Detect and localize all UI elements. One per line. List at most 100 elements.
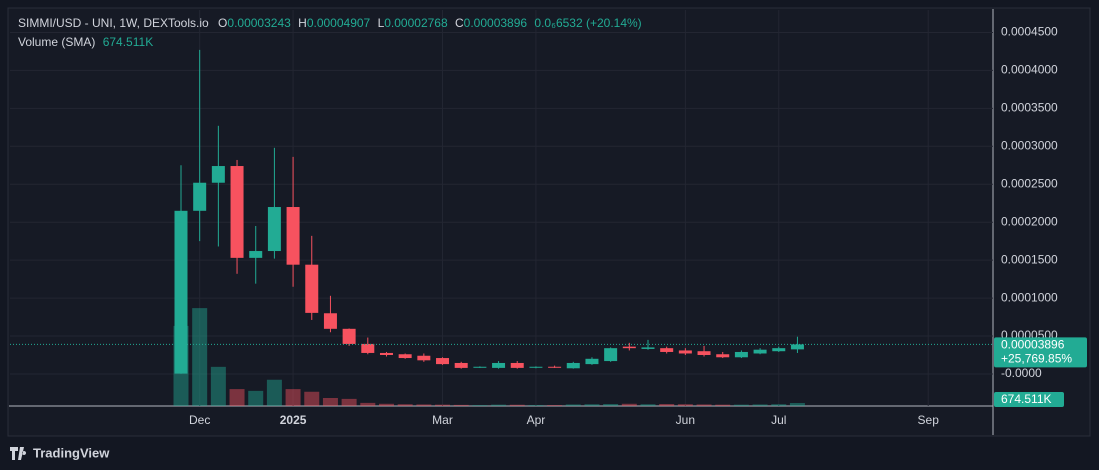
volume-bar — [266, 379, 282, 406]
x-tick-label: Apr — [527, 413, 546, 427]
candle-body — [473, 366, 487, 368]
low-letter: L — [378, 16, 385, 30]
candle-body — [622, 346, 636, 349]
volume-bar — [603, 403, 619, 406]
volume-bar — [715, 404, 731, 406]
axis-layer: Dec 2025 Mar Apr Jun Jul Sep-0.00000.00005000.… — [10, 25, 1087, 427]
candle-body — [492, 362, 506, 368]
x-tick-label: Jul — [771, 413, 786, 427]
candle-body — [342, 328, 356, 344]
open-letter: O — [218, 16, 227, 30]
candle-body — [566, 362, 580, 369]
candle-body — [249, 251, 263, 258]
candle-layer — [174, 49, 804, 374]
y-tick-label: 0.0003500 — [1001, 101, 1058, 115]
high-letter: H — [298, 16, 307, 30]
candle-body — [604, 348, 618, 362]
volume-bar — [752, 404, 768, 406]
symbol: SIMMI/USD - UNI, 1W, DEXTools.io — [18, 16, 209, 30]
candle-body — [678, 350, 692, 354]
legend: SIMMI/USD - UNI, 1W, DEXTools.io O0.0000… — [18, 16, 642, 30]
candle-body — [529, 366, 543, 368]
brand-name: TradingView — [33, 445, 110, 460]
volume-bar — [733, 404, 749, 406]
volume-bar — [192, 308, 208, 406]
volume-bar — [229, 389, 245, 406]
x-tick-label: Jun — [676, 413, 695, 427]
y-tick-label: 0.0001000 — [1001, 290, 1058, 304]
y-tick-label: 0.0004000 — [1001, 63, 1058, 77]
volume-bar — [696, 404, 712, 406]
volume-bar — [547, 405, 563, 406]
candle-body — [193, 182, 207, 211]
candle-body — [361, 343, 375, 353]
volume-bar — [453, 404, 469, 406]
candle-body — [398, 354, 412, 359]
x-tick-label: Mar — [432, 413, 453, 427]
candle-body — [790, 344, 804, 350]
candle-body — [585, 358, 599, 365]
candle-body — [734, 351, 748, 358]
candle-body — [772, 348, 786, 352]
price-box-percent: +25,769.85% — [1001, 352, 1072, 366]
volume-bar — [397, 404, 413, 406]
volume-bar — [248, 390, 264, 406]
volume-bar — [789, 402, 805, 406]
x-tick-label: Dec — [189, 413, 210, 427]
volume-bar — [360, 402, 376, 406]
brand-logo — [10, 447, 27, 460]
volume-bar — [771, 404, 787, 406]
volume-bar — [304, 391, 320, 406]
volume-bar — [341, 398, 357, 406]
candle-body — [230, 166, 244, 258]
y-tick-label: 0.0003000 — [1001, 138, 1058, 152]
y-tick-label: 0.0001500 — [1001, 252, 1058, 266]
volume-bar — [285, 389, 301, 406]
price-box — [994, 337, 1087, 368]
volume-bar — [210, 366, 226, 406]
grid — [10, 10, 993, 406]
volume-bar — [659, 403, 675, 406]
candle-body — [641, 347, 655, 349]
candle-body — [174, 210, 188, 374]
candle-body — [436, 358, 450, 365]
volume-bar — [640, 404, 656, 406]
volume-bar — [322, 397, 338, 406]
candle-body — [753, 349, 767, 354]
candle-body — [323, 313, 337, 329]
high-value: 0.00004907 — [307, 16, 371, 30]
volume-bar — [472, 405, 488, 406]
candle-body — [454, 362, 468, 368]
x-tick-label: 2025 — [280, 413, 307, 427]
candle-body — [267, 207, 281, 252]
candle-body — [211, 166, 225, 183]
volume-box — [994, 392, 1064, 407]
candle-body — [286, 207, 300, 265]
low-value: 0.00002768 — [384, 16, 448, 30]
close-letter: C — [455, 16, 464, 30]
volume-title: Volume (SMA) — [18, 35, 95, 49]
volume-bar — [491, 404, 507, 406]
close-value: 0.00003896 — [464, 16, 528, 30]
volume-value: 674.511K — [103, 35, 154, 49]
y-tick-label: 0.0004500 — [1001, 25, 1058, 39]
open-value: 0.00003243 — [227, 16, 291, 30]
y-tick-label: 0.0002000 — [1001, 214, 1058, 228]
volume-bar — [528, 405, 544, 406]
volume-box-value: 674.511K — [1001, 392, 1052, 406]
change: 0.0₆6532 (+20.14%) — [534, 16, 641, 30]
y-tick-label: -0.0000 — [1001, 366, 1042, 380]
volume-bar — [621, 403, 637, 406]
volume-bar — [509, 404, 525, 406]
brand: TradingView — [10, 445, 110, 460]
x-tick-label: Sep — [918, 413, 940, 427]
candle-body — [379, 352, 393, 356]
volume-bar — [378, 403, 394, 406]
volume-bar — [416, 404, 432, 406]
volume-bar — [677, 404, 693, 406]
volume-bar — [565, 404, 581, 406]
candle-body — [417, 355, 431, 361]
candle-body — [510, 362, 524, 368]
